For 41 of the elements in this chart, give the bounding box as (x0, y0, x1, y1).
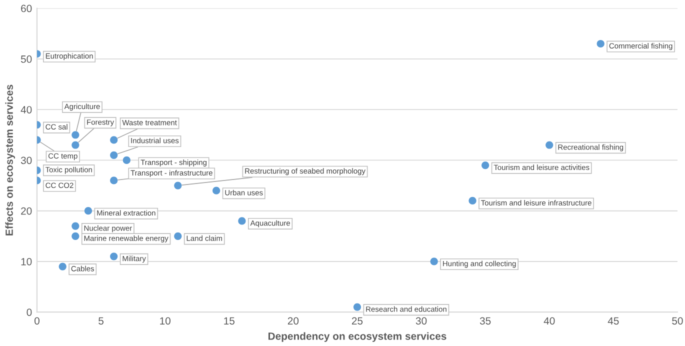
point (596, 40, 604, 48)
point (72, 222, 80, 230)
point (72, 131, 80, 139)
point (174, 182, 182, 190)
x-tick-label: 30 (416, 317, 427, 325)
y-tick-label: 50 (20, 55, 32, 63)
y-tick-label: 10 (21, 258, 32, 266)
x-tick-label: 5 (98, 317, 104, 325)
point (430, 258, 438, 266)
point (482, 161, 490, 170)
point (212, 186, 220, 194)
point (122, 156, 130, 164)
x-tick-label: 50 (672, 317, 683, 325)
y-axis-title: Effects on ecosystem services (5, 84, 15, 236)
point (174, 232, 182, 240)
point (546, 141, 554, 149)
y-tick-label: 40 (20, 106, 32, 114)
point (353, 303, 362, 311)
x-tick-label: 35 (480, 317, 491, 325)
y-tick-label: 60 (21, 4, 32, 12)
point (72, 141, 80, 149)
point (110, 176, 118, 184)
point (84, 207, 92, 215)
point (72, 232, 80, 240)
point (468, 196, 476, 205)
point (110, 151, 118, 159)
x-tick-label: 10 (160, 317, 170, 325)
x-tick-label: 45 (608, 317, 619, 325)
y-tick-label: 30 (20, 156, 32, 164)
point (110, 136, 118, 144)
x-tick-label: 40 (544, 317, 555, 325)
x-tick-label: 25 (352, 317, 363, 325)
y-tick-label: 0 (26, 308, 32, 316)
x-axis-title: Dependency on ecosystem services (268, 332, 446, 342)
point (238, 217, 246, 225)
x-tick-label: 20 (288, 317, 299, 325)
y-tick-label: 20 (21, 207, 32, 215)
x-tick-label: 0 (34, 317, 40, 325)
point (58, 262, 66, 270)
x-tick-label: 15 (224, 317, 234, 325)
point (110, 252, 118, 260)
